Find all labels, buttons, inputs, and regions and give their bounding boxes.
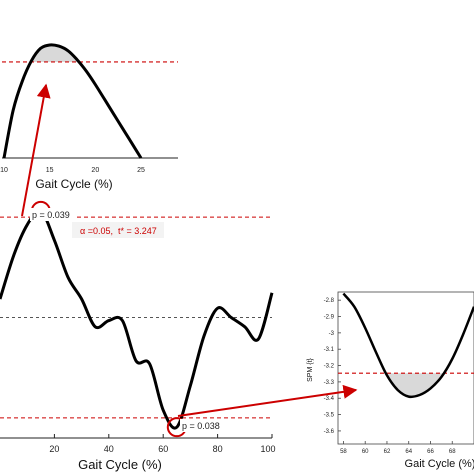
inset-br-series-line: [342, 292, 474, 399]
main-panel: 20 40 60 80 100 Gait Cycle (%): [0, 200, 276, 472]
threshold-label-bg: [72, 222, 164, 238]
inset-br-ytick-label: -3.6: [324, 429, 335, 435]
inset-top-xtick-label: 25: [137, 167, 145, 174]
p-upper-label-bg: [30, 208, 74, 221]
inset-bottom-right-panel: 58 60 62 64 66 68 -2.8 -2.9 -3 -3.1 -3.2 -3.3 -3.4 -3…: [307, 291, 474, 470]
main-xtick-label: 60: [158, 444, 168, 454]
inset-br-xtick-label: 60: [362, 449, 369, 455]
inset-top-xtick-label: 15: [46, 167, 54, 174]
inset-bottom-right-frame: [337, 291, 474, 445]
inset-br-ytick-label: -3.1: [324, 347, 335, 353]
arrow-to-top-inset: [21, 83, 51, 217]
alpha-label: α =0.05,: [80, 226, 113, 236]
inset-top-xtick-label: 10: [0, 167, 8, 174]
arrow-to-right-inset: [177, 384, 358, 417]
inset-top-series-line: [2, 43, 143, 159]
inset-top-excursion-area: [30, 44, 79, 63]
inset-br-ytick-label: -3.4: [324, 396, 335, 402]
p-upper-label: p = 0.039: [32, 210, 70, 220]
p-lower-label: p = 0.038: [182, 421, 220, 431]
inset-br-xtick-label: 58: [340, 449, 347, 455]
main-xtick-label: 100: [260, 444, 275, 454]
main-xtick-label: 80: [213, 444, 223, 454]
inset-br-ytick-label: -3: [329, 331, 335, 337]
inset-br-xtick-label: 68: [449, 449, 456, 455]
main-xtick-label: 20: [49, 444, 59, 454]
tstar-label: t* = 3.247: [118, 226, 157, 236]
main-xtick-label: 40: [104, 444, 114, 454]
inset-br-ytick-label: -3.3: [324, 380, 335, 386]
inset-br-ytick-label: -3.5: [324, 413, 335, 419]
main-xlabel: Gait Cycle (%): [78, 457, 162, 472]
inset-top-xtick-label: 20: [91, 167, 99, 174]
inset-top-panel: 10 15 20 25 Gait Cycle (%): [0, 43, 178, 191]
inset-br-ytick-label: -2.8: [324, 298, 335, 304]
inset-bottom-right-ylabel: SPM {t}: [307, 357, 314, 381]
inset-br-xtick-label: 66: [427, 449, 434, 455]
inset-top-xlabel: Gait Cycle (%): [35, 177, 112, 191]
inset-br-ytick-label: -2.9: [324, 315, 335, 321]
p-lower-label-bg: [180, 419, 224, 432]
inset-br-ytick-label: -3.2: [324, 364, 335, 370]
main-series-line: [0, 208, 274, 430]
inset-bottom-right-xlabel: Gait Cycle (%): [405, 458, 474, 470]
inset-br-xtick-label: 64: [405, 449, 412, 455]
inset-br-xtick-label: 62: [384, 449, 391, 455]
